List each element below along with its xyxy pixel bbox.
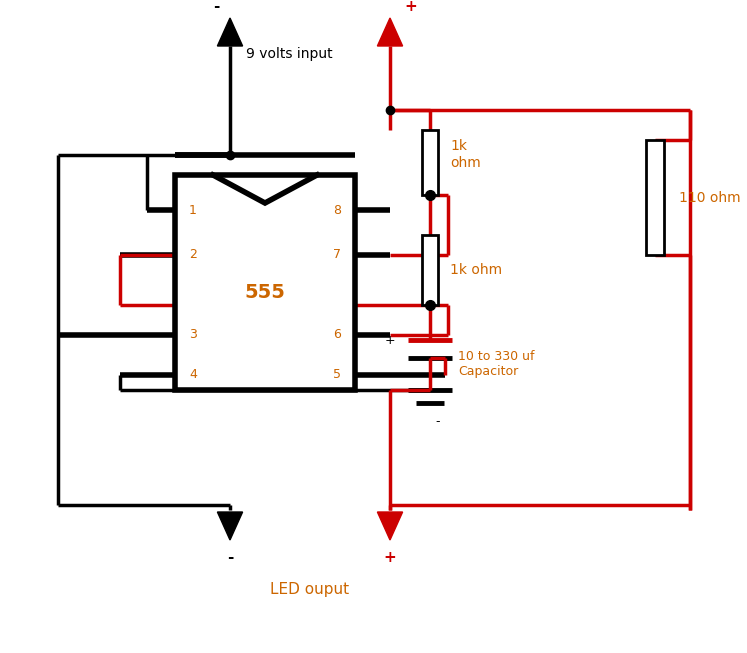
Polygon shape	[217, 18, 243, 46]
Text: -: -	[435, 415, 439, 428]
Polygon shape	[377, 18, 403, 46]
Text: -: -	[227, 550, 233, 565]
Text: 1: 1	[189, 204, 197, 217]
Polygon shape	[377, 512, 403, 540]
Text: 3: 3	[189, 328, 197, 342]
Text: 10 to 330 uf
Capacitor: 10 to 330 uf Capacitor	[458, 350, 535, 378]
Text: 7: 7	[333, 249, 341, 261]
Text: 9 volts input: 9 volts input	[246, 47, 332, 61]
Text: 8: 8	[333, 204, 341, 217]
Text: 4: 4	[189, 368, 197, 381]
Text: 1k ohm: 1k ohm	[450, 263, 502, 277]
Text: +: +	[385, 334, 395, 347]
Text: +: +	[384, 550, 397, 565]
Text: 1k
ohm: 1k ohm	[450, 139, 481, 170]
Bar	[422, 130, 438, 195]
Text: 5: 5	[333, 368, 341, 381]
Bar	[422, 235, 438, 305]
Text: +: +	[404, 0, 417, 14]
Text: 6: 6	[333, 328, 341, 342]
Polygon shape	[217, 512, 243, 540]
Text: 110 ohm: 110 ohm	[679, 191, 740, 204]
Text: -: -	[213, 0, 219, 14]
Bar	[175, 175, 355, 390]
Text: LED ouput: LED ouput	[270, 582, 350, 597]
Bar	[646, 140, 664, 255]
Text: 2: 2	[189, 249, 197, 261]
Text: 555: 555	[244, 283, 285, 302]
